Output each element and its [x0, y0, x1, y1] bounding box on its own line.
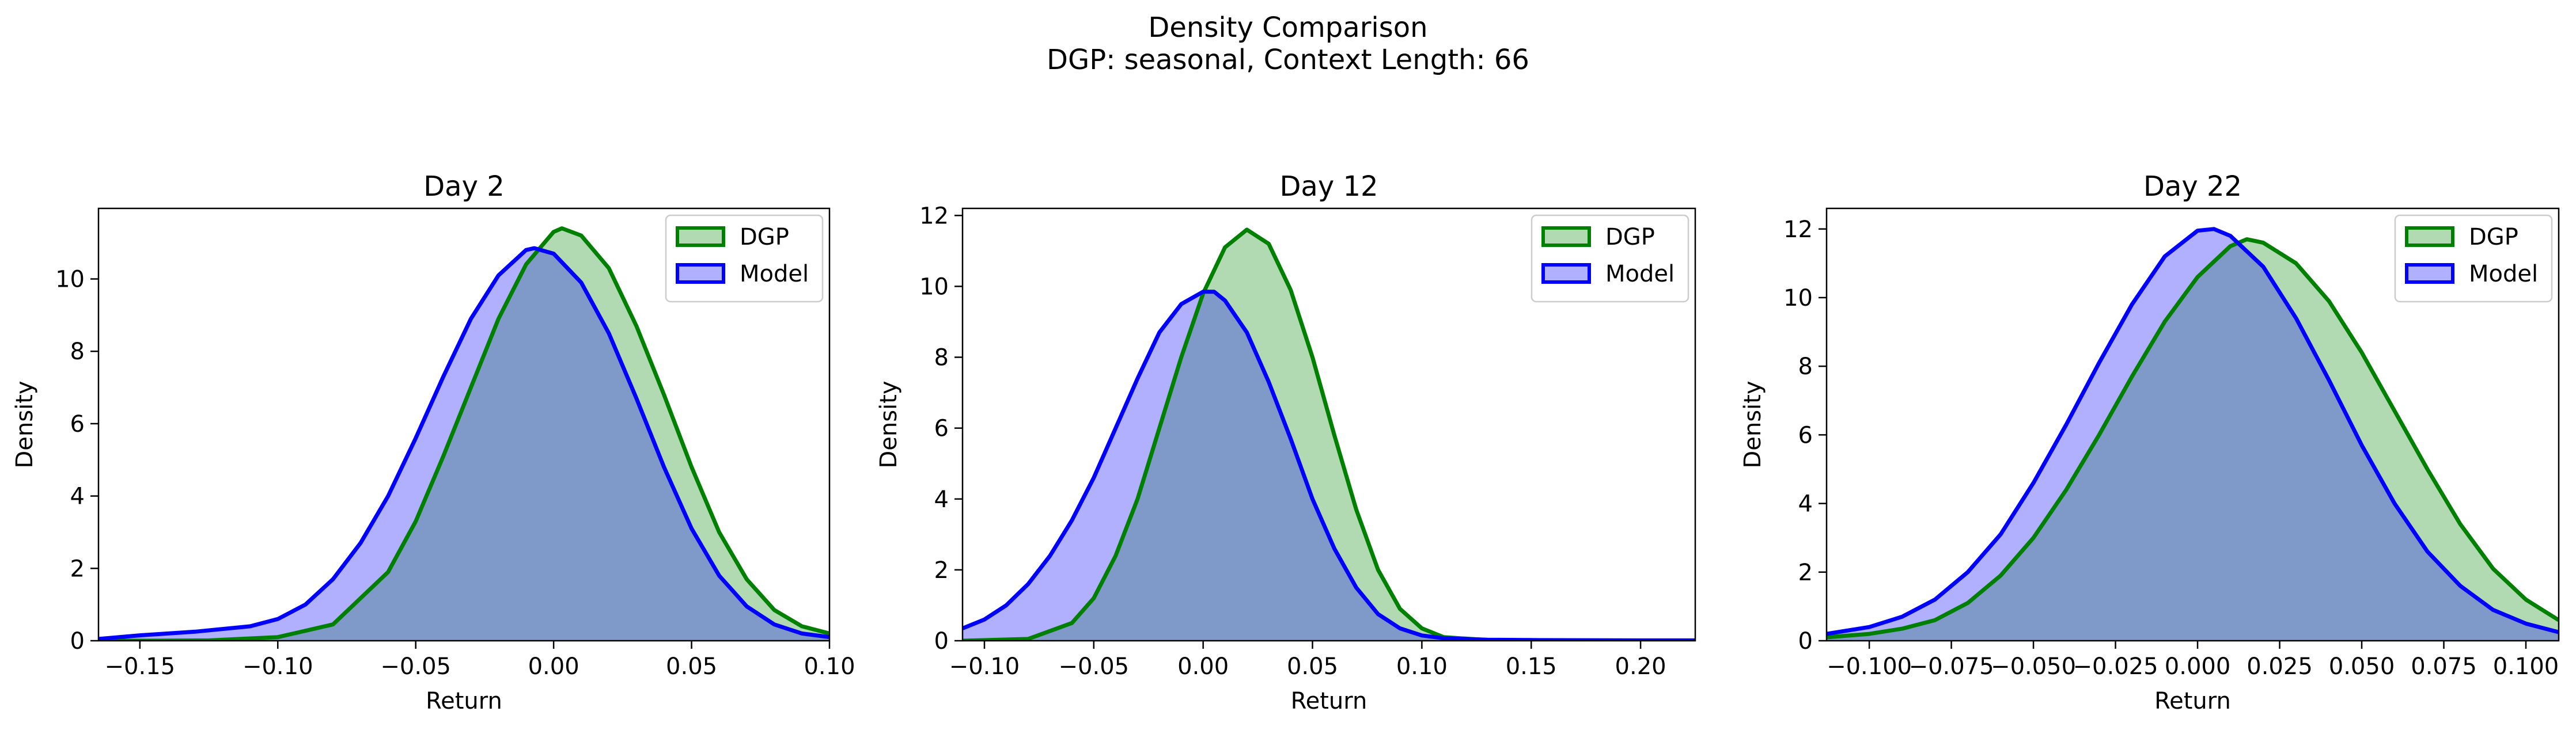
y-tick-label: 12	[1783, 216, 1813, 243]
x-tick-label: −0.15	[105, 653, 176, 680]
y-tick-label: 2	[934, 557, 949, 584]
axes-frame	[1825, 207, 2560, 642]
dgp-density-line	[1827, 237, 2559, 640]
model-density-line	[99, 246, 829, 641]
y-tick-label: 6	[1798, 422, 1813, 448]
figure-title: Density Comparison DGP: seasonal, Contex…	[0, 12, 2576, 76]
x-tick-label: 0.00	[1177, 653, 1229, 680]
axes-frame	[97, 207, 831, 642]
x-tick-label: 0.100	[2493, 653, 2559, 680]
legend-label: DGP	[2469, 224, 2518, 250]
y-tick-label: 10	[55, 267, 85, 293]
legend-swatch-model	[2405, 263, 2454, 284]
y-tick-label: 2	[70, 556, 85, 582]
model-density-line	[1827, 227, 2559, 636]
y-tick-label: 8	[934, 345, 949, 371]
legend-label: DGP	[1605, 224, 1655, 250]
dgp-density-line	[963, 227, 1695, 641]
x-tick-label: 0.050	[2329, 653, 2395, 680]
x-tick-label: −0.05	[1059, 653, 1130, 680]
x-tick-label: −0.10	[949, 653, 1020, 680]
y-tick-label: 8	[1798, 353, 1813, 380]
x-tick-label: 0.10	[804, 653, 855, 680]
overlap-density-fill	[1827, 243, 2559, 641]
y-tick-label: 10	[1783, 285, 1813, 311]
y-tick-label: 0	[1798, 628, 1813, 655]
x-tick-label: 0.075	[2411, 653, 2477, 680]
x-tick-label: −0.10	[243, 653, 313, 680]
legend-swatch-dgp	[2405, 226, 2454, 247]
density-panel-1: −0.15 −0.10 −0.05 0.00 0.05 0.10 0 2 4 6 8 10 Day 2 R…	[12, 170, 855, 714]
x-tick-label: −0.05	[380, 653, 451, 680]
y-tick-label: 2	[1798, 560, 1813, 586]
legend-label: DGP	[740, 224, 789, 250]
x-tick-label: 0.15	[1506, 653, 1557, 680]
density-panel-2: −0.10 −0.05 0.00 0.05 0.10 0.15 0.20 0 2 4 6 8 10 12 D…	[876, 170, 1696, 714]
y-tick-label: 6	[70, 411, 85, 438]
x-axis-label: Return	[1291, 688, 1367, 714]
x-tick-label: −0.100	[1827, 653, 1912, 680]
density-panel-3: −0.100−0.075−0.050−0.025 0.000 0.025 0.050 0…	[1740, 170, 2560, 714]
legend: DGP Model	[2394, 214, 2553, 303]
y-tick-label: 4	[1798, 491, 1813, 518]
x-axis-label: Return	[2154, 688, 2231, 714]
x-tick-label: 0.20	[1615, 653, 1666, 680]
plot-area	[99, 226, 829, 641]
legend-label: Model	[1605, 261, 1675, 287]
plot-area	[963, 227, 1695, 641]
legend-label: Model	[2469, 261, 2538, 287]
y-tick-label: 12	[919, 203, 949, 229]
panel-title: Day 22	[2143, 170, 2242, 203]
panel-title: Day 2	[423, 170, 505, 203]
legend-swatch-model	[1541, 263, 1591, 284]
x-axis-label: Return	[426, 688, 502, 714]
x-tick-label: 0.05	[666, 653, 717, 680]
y-tick-label: 4	[934, 486, 949, 513]
legend-label: Model	[740, 261, 809, 287]
y-tick-label: 10	[919, 273, 949, 300]
y-tick-label: 0	[70, 628, 85, 655]
overlap-density-fill	[963, 291, 1695, 641]
dgp-density-line	[99, 226, 829, 641]
figure-subtitle: DGP: seasonal, Context Length: 66	[1047, 44, 1529, 76]
x-tick-label: −0.075	[1909, 653, 1994, 680]
x-tick-label: 0.05	[1287, 653, 1338, 680]
legend: DGP Model	[665, 214, 824, 303]
legend-swatch-model	[676, 263, 725, 284]
y-tick-label: 0	[934, 628, 949, 655]
x-tick-label: 0.025	[2247, 653, 2313, 680]
model-density-line	[963, 290, 1695, 641]
y-tick-label: 8	[70, 339, 85, 365]
y-tick-label: 4	[70, 484, 85, 510]
legend-swatch-dgp	[1541, 226, 1591, 247]
y-tick-label: 6	[934, 416, 949, 442]
figure-title-line1: Density Comparison	[1148, 12, 1428, 44]
y-axis-label: Density	[1740, 381, 1766, 468]
axes-frame	[961, 207, 1696, 642]
x-tick-label: −0.050	[1991, 653, 2076, 680]
legend-swatch-dgp	[676, 226, 725, 247]
y-axis-label: Density	[876, 381, 902, 468]
x-tick-label: 0.10	[1396, 653, 1448, 680]
panel-title: Day 12	[1279, 170, 1378, 203]
overlap-density-fill	[99, 250, 829, 641]
x-tick-label: −0.025	[2073, 653, 2158, 680]
x-tick-label: 0.00	[528, 653, 579, 680]
y-axis-label: Density	[12, 381, 38, 468]
legend: DGP Model	[1531, 214, 1689, 303]
x-tick-label: 0.000	[2165, 653, 2231, 680]
plot-area	[1827, 227, 2559, 641]
